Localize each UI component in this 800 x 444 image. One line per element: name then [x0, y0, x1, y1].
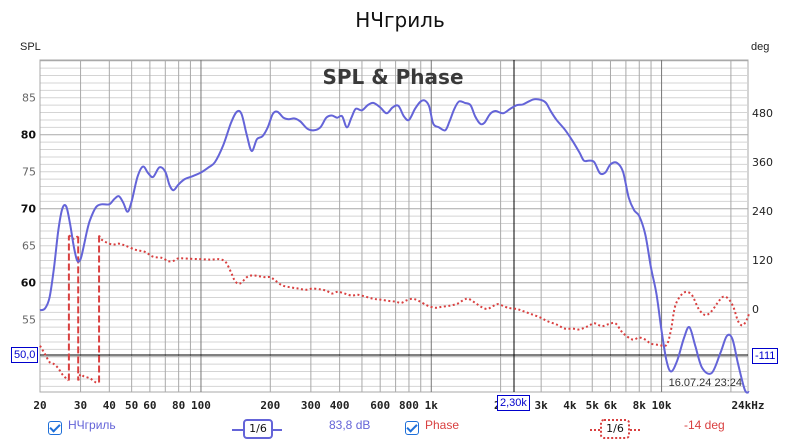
- svg-text:120: 120: [752, 254, 773, 267]
- cursor-spl-value[interactable]: 50,0: [11, 347, 39, 363]
- spl-cursor-value: 83,8 dB: [329, 418, 371, 432]
- svg-text:70: 70: [21, 203, 37, 216]
- svg-text:24kHz: 24kHz: [731, 399, 764, 412]
- grid-lines: [39, 59, 749, 393]
- phase-legend-label[interactable]: Phase: [425, 418, 460, 432]
- cursor-frequency-value[interactable]: 2,30k: [497, 395, 530, 411]
- spl-curve: [39, 98, 750, 394]
- svg-text:400: 400: [330, 399, 350, 412]
- svg-text:3k: 3k: [535, 399, 549, 412]
- svg-text:85: 85: [22, 92, 36, 105]
- svg-text:800: 800: [399, 399, 419, 412]
- svg-text:4k: 4k: [563, 399, 577, 412]
- spl-legend-label[interactable]: НЧгриль: [68, 418, 116, 432]
- svg-text:20: 20: [33, 399, 46, 412]
- svg-text:100: 100: [191, 399, 211, 412]
- svg-text:65: 65: [22, 240, 36, 253]
- spl-smoothing-button[interactable]: 1/6: [243, 419, 273, 439]
- spl-visibility-checkbox[interactable]: [48, 421, 62, 435]
- svg-text:30: 30: [74, 399, 87, 412]
- svg-text:360: 360: [752, 156, 773, 169]
- svg-text:80: 80: [172, 399, 185, 412]
- svg-text:0: 0: [752, 303, 759, 316]
- svg-text:480: 480: [752, 107, 773, 120]
- svg-text:75: 75: [22, 166, 36, 179]
- cursor-phase-value[interactable]: -111: [752, 348, 779, 364]
- phase-visibility-checkbox[interactable]: [405, 421, 419, 435]
- phase-smoothing-button[interactable]: 1/6: [600, 419, 630, 439]
- svg-text:300: 300: [301, 399, 321, 412]
- right-axis-unit: deg: [751, 41, 770, 53]
- svg-text:1k: 1k: [425, 399, 439, 412]
- svg-text:8k: 8k: [633, 399, 647, 412]
- axis-tick-labels: 2030405060801002003004006008001k2k3k4k5k…: [21, 92, 773, 412]
- timestamp: 16.07.24 23:24: [669, 377, 742, 389]
- svg-text:6k: 6k: [604, 399, 618, 412]
- svg-text:600: 600: [370, 399, 390, 412]
- svg-text:5k: 5k: [586, 399, 600, 412]
- left-axis-unit: SPL: [20, 41, 41, 53]
- svg-text:80: 80: [21, 129, 37, 142]
- svg-text:50: 50: [125, 399, 138, 412]
- plot-title: SPL & Phase: [322, 65, 463, 89]
- svg-text:200: 200: [260, 399, 280, 412]
- svg-text:60: 60: [21, 277, 37, 290]
- chart-window-title: НЧгриль: [355, 8, 445, 32]
- svg-text:10k: 10k: [652, 399, 672, 412]
- phase-cursor-value: -14 deg: [684, 418, 725, 432]
- svg-text:240: 240: [752, 205, 773, 218]
- svg-text:60: 60: [143, 399, 156, 412]
- svg-text:40: 40: [103, 399, 116, 412]
- svg-text:55: 55: [22, 314, 36, 327]
